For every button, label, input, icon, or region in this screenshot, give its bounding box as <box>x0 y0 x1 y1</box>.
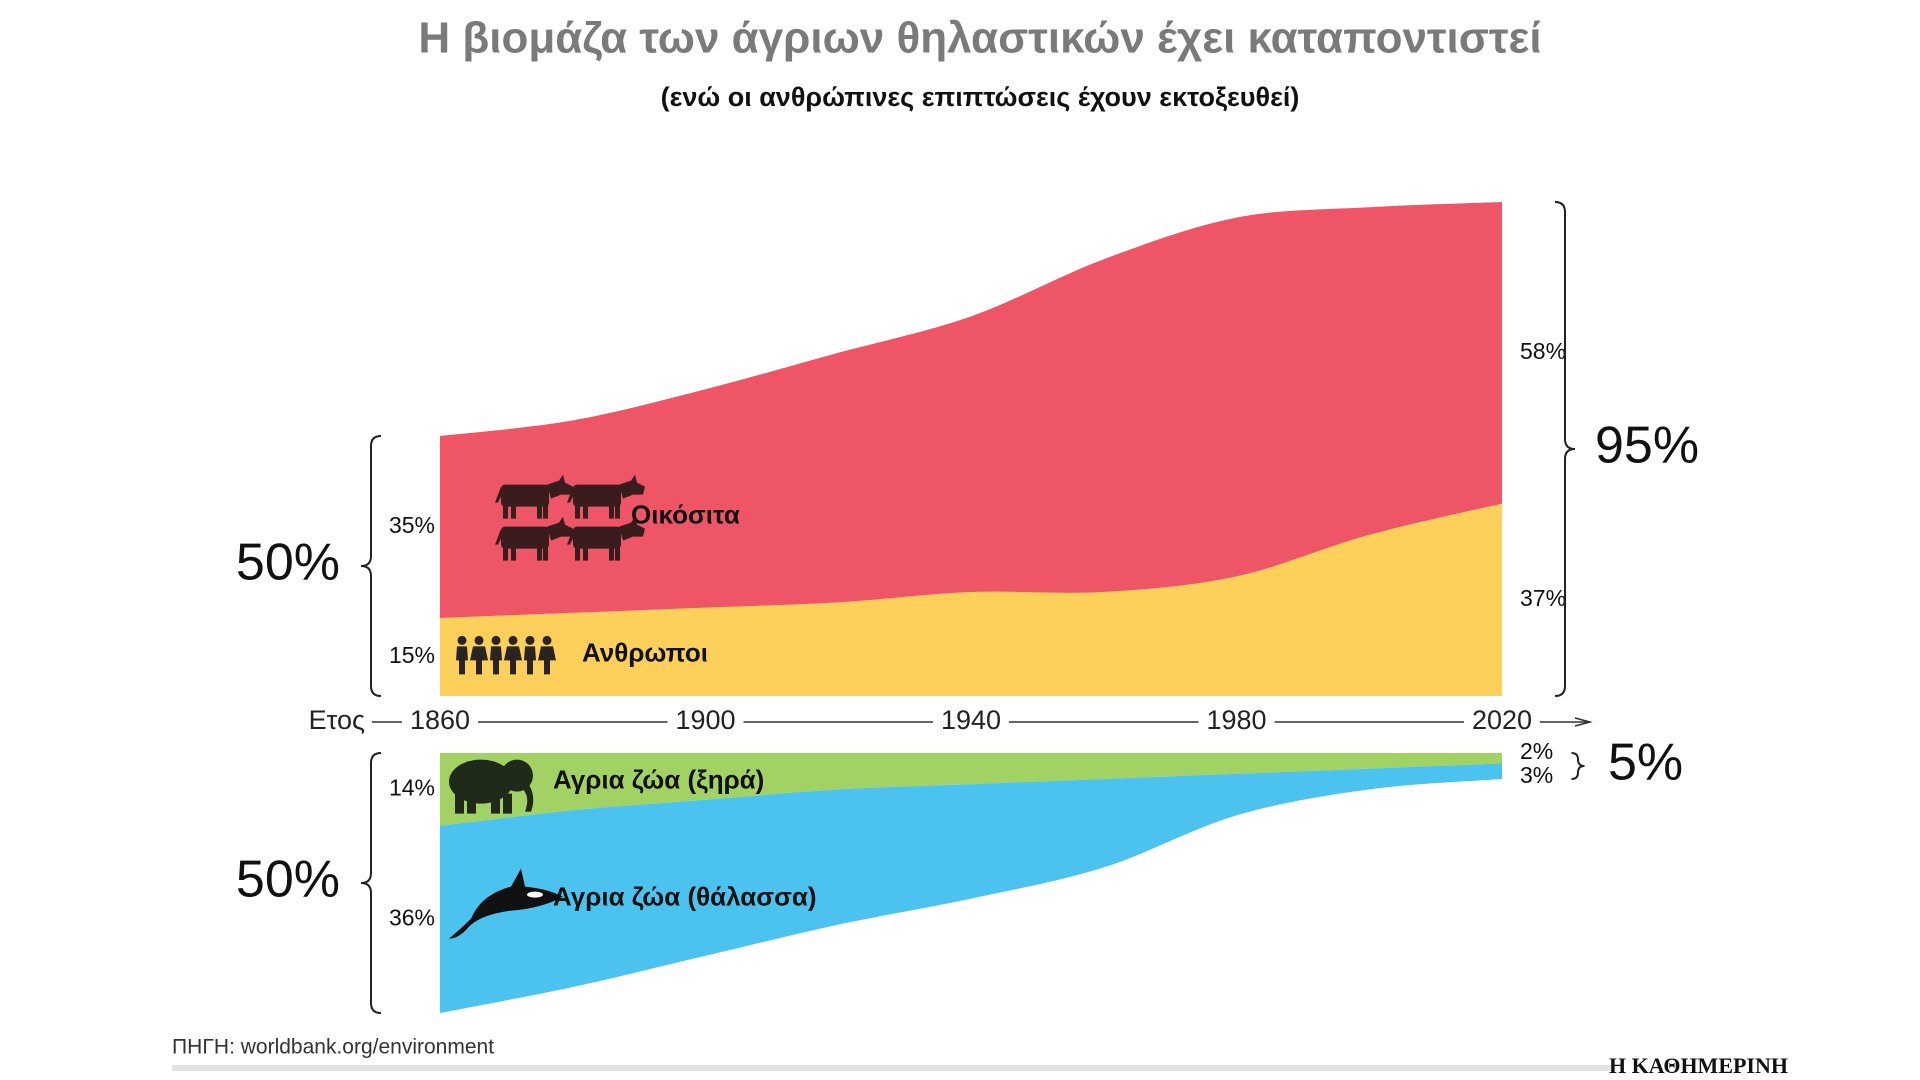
footer-rule <box>172 1065 1612 1071</box>
x-tick-label: 1900 <box>675 705 735 735</box>
chart-subtitle: (ενώ οι ανθρώπινες επιπτώσεις έχουν εκτο… <box>661 82 1300 112</box>
icon-part <box>491 793 500 814</box>
source: ΠΗΓΗ: worldbank.org/environment <box>172 1036 494 1059</box>
icon-orca <box>449 868 563 939</box>
icon-person <box>504 635 522 675</box>
icon-part <box>495 528 503 545</box>
bracket <box>1571 752 1585 780</box>
icon-cow <box>495 516 573 561</box>
bracket <box>360 435 382 697</box>
x-axis-label: Ετος <box>309 705 365 735</box>
icon-part <box>449 759 513 804</box>
icon-elephant <box>449 759 534 814</box>
icon-part <box>490 646 502 675</box>
icon-person <box>524 635 536 675</box>
icon-part <box>547 516 573 541</box>
icon-part <box>537 546 542 561</box>
icon-part <box>449 868 563 939</box>
icon-part <box>491 635 501 645</box>
icon-part <box>619 474 645 499</box>
icon-part <box>543 504 548 519</box>
value-label: 37% <box>1520 585 1566 611</box>
icon-part <box>538 646 556 675</box>
icon-part <box>567 528 575 545</box>
icon-part <box>503 546 508 561</box>
icon-part <box>619 516 645 541</box>
icon-part <box>543 546 548 561</box>
icon-cow <box>567 474 645 519</box>
icon-part <box>503 793 512 814</box>
icon-part <box>501 526 549 549</box>
icon-part <box>573 526 621 549</box>
icon-part <box>511 504 516 519</box>
icon-part <box>455 793 464 814</box>
total-label: 50% <box>236 851 340 909</box>
icon-part <box>470 646 488 675</box>
icon-part <box>567 486 575 503</box>
icon-part <box>583 504 588 519</box>
area <box>440 763 1502 1013</box>
series-label: Οικόσιτα <box>631 499 740 529</box>
value-label: 36% <box>389 904 435 930</box>
bracket <box>360 752 382 1014</box>
x-tick-label: 1940 <box>941 705 1001 735</box>
icon-part <box>547 474 573 499</box>
brand: Η ΚΑΘΗΜΕΡΙΝΗ <box>1609 1053 1788 1078</box>
icon-part <box>537 504 542 519</box>
x-tick-label: 2020 <box>1472 705 1532 735</box>
icon-cow <box>495 474 573 519</box>
series-label: Αγρια ζώα (θάλασσα) <box>553 881 817 911</box>
series-label: Αγρια ζώα (ξηρά) <box>553 764 764 794</box>
area <box>440 503 1502 696</box>
bracket <box>1554 201 1576 697</box>
icon-part <box>467 793 476 814</box>
icon-part <box>527 891 543 898</box>
icon-part <box>456 646 468 675</box>
axis-arrow <box>1574 717 1593 727</box>
area <box>440 202 1502 618</box>
icon-cow <box>567 516 645 561</box>
icon-part <box>524 646 536 675</box>
icon-part <box>583 546 588 561</box>
x-tick-label: 1860 <box>410 705 470 735</box>
chart-title: Η βιομάζα των άγριων θηλαστικών έχει κατ… <box>418 14 1541 63</box>
icon-part <box>495 486 503 503</box>
value-label: 15% <box>389 642 435 668</box>
icon-part <box>501 484 549 507</box>
icon-part <box>542 635 552 645</box>
x-tick-label: 1980 <box>1206 705 1266 735</box>
icon-part <box>575 546 580 561</box>
icon-part <box>525 635 535 645</box>
value-label: 14% <box>389 774 435 800</box>
icon-person <box>456 635 468 675</box>
icon-part <box>615 504 620 519</box>
value-label: 58% <box>1520 338 1566 364</box>
value-label: 35% <box>389 512 435 538</box>
icon-part <box>575 504 580 519</box>
value-label: 3% <box>1520 762 1553 788</box>
icon-part <box>503 504 508 519</box>
icon-part <box>508 635 518 645</box>
total-label: 50% <box>236 534 340 592</box>
icon-person <box>470 635 488 675</box>
icon-part <box>609 504 614 519</box>
total-label: 95% <box>1595 417 1699 475</box>
value-label: 2% <box>1520 738 1553 764</box>
icon-part <box>609 546 614 561</box>
icon-part <box>474 635 484 645</box>
icon-part <box>521 781 534 812</box>
icon-part <box>457 635 467 645</box>
icon-part <box>615 546 620 561</box>
series-label: Ανθρωποι <box>582 637 708 667</box>
icon-person <box>538 635 556 675</box>
icon-part <box>504 646 522 675</box>
icon-part <box>573 484 621 507</box>
total-label: 5% <box>1608 734 1683 792</box>
area <box>440 753 1502 826</box>
icon-person <box>490 635 502 675</box>
icon-part <box>511 546 516 561</box>
